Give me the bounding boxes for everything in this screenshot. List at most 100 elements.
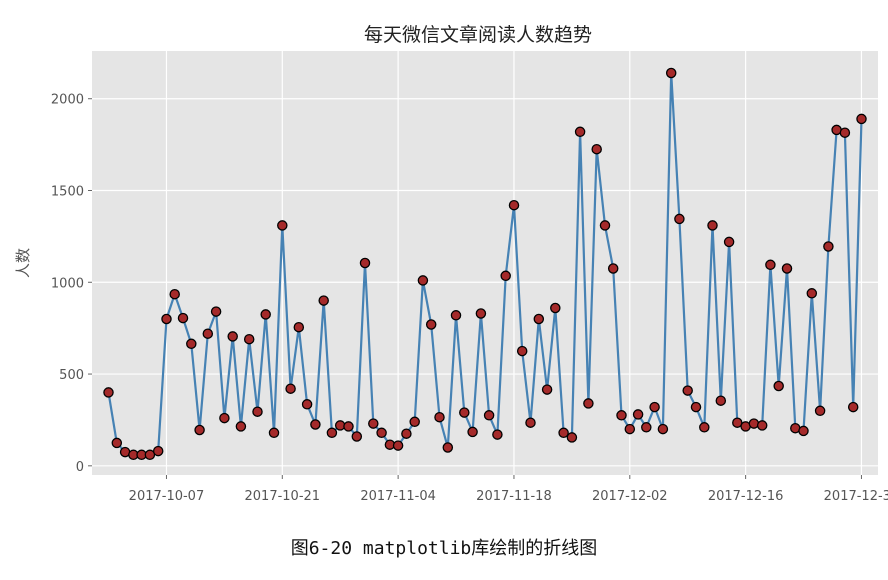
data-point xyxy=(459,407,470,418)
data-point xyxy=(773,380,784,392)
data-point xyxy=(111,437,123,449)
data-point xyxy=(376,427,387,439)
y-tick-label: 500 xyxy=(59,368,84,383)
data-point xyxy=(202,328,214,339)
data-point xyxy=(417,275,429,286)
data-point xyxy=(368,418,379,429)
data-point xyxy=(434,411,445,423)
data-point xyxy=(442,442,454,453)
data-point xyxy=(161,313,172,325)
data-point xyxy=(715,395,727,406)
data-point xyxy=(252,406,263,417)
data-markers xyxy=(103,67,867,461)
data-point xyxy=(401,428,412,439)
data-point xyxy=(483,410,495,421)
data-point xyxy=(723,236,735,248)
y-tick-label: 2000 xyxy=(51,93,84,108)
x-tick-label: 2017-12-16 xyxy=(708,489,784,504)
data-point xyxy=(351,431,363,442)
figure-caption: 图6-20 matplotlib库绘制的折线图 xyxy=(290,538,598,559)
data-point xyxy=(285,383,296,394)
y-tick-label: 1000 xyxy=(51,276,84,291)
data-point xyxy=(607,263,619,274)
data-point xyxy=(310,419,321,430)
data-point xyxy=(674,213,685,225)
data-point xyxy=(186,338,197,350)
data-point xyxy=(392,440,404,451)
data-point xyxy=(533,313,545,325)
data-point xyxy=(516,345,528,357)
data-point xyxy=(210,306,222,317)
data-point xyxy=(839,127,851,138)
data-point xyxy=(591,143,602,155)
data-point xyxy=(806,288,818,299)
data-point xyxy=(103,387,114,398)
x-tick-label: 2017-11-18 xyxy=(476,489,552,504)
data-point xyxy=(823,241,834,252)
data-point xyxy=(756,420,768,431)
x-tick-label: 2017-12-02 xyxy=(592,489,668,504)
y-tick-labels: 0 500 1000 1500 2000 xyxy=(51,93,92,475)
data-point xyxy=(467,426,478,438)
chart-title: 每天微信文章阅读人数趋势 xyxy=(364,24,592,46)
data-point xyxy=(318,295,329,306)
data-point xyxy=(301,399,313,410)
data-point xyxy=(194,424,205,436)
data-point xyxy=(566,432,578,443)
x-tick-label: 2017-10-21 xyxy=(245,489,321,504)
data-point xyxy=(632,409,644,420)
data-point xyxy=(765,259,776,271)
data-point xyxy=(293,321,305,333)
data-point xyxy=(649,401,660,413)
y-tick-label: 1500 xyxy=(51,184,84,199)
data-point xyxy=(343,421,354,432)
data-point xyxy=(682,385,693,396)
data-point xyxy=(169,288,180,300)
data-point xyxy=(359,257,371,269)
y-tick-label: 0 xyxy=(76,460,84,475)
data-point xyxy=(541,384,553,395)
data-point xyxy=(268,427,280,439)
data-point xyxy=(425,319,437,330)
data-point xyxy=(558,427,569,439)
data-point xyxy=(781,263,793,274)
x-tick-label: 2017-12-30 xyxy=(824,489,888,504)
x-tick-label: 2017-10-07 xyxy=(129,489,205,504)
x-tick-label: 2017-11-04 xyxy=(360,489,436,504)
series-line xyxy=(107,71,863,456)
data-point xyxy=(624,423,636,435)
data-point xyxy=(152,445,164,457)
x-tick-labels: 2017-10-07 2017-10-21 2017-11-04 2017-11-18… xyxy=(129,475,888,504)
data-point xyxy=(699,422,710,433)
data-point xyxy=(748,418,760,429)
data-point xyxy=(500,270,511,282)
line-chart: 每天微信文章阅读人数趋势 0 500 1000 1500 2000 2017-10-07… xyxy=(14,24,888,504)
data-point xyxy=(450,310,462,321)
data-point xyxy=(641,422,652,433)
data-point xyxy=(409,416,420,428)
y-axis-label: 人数 xyxy=(14,248,32,278)
data-point xyxy=(177,312,189,324)
plot-area xyxy=(92,51,878,475)
data-point xyxy=(508,199,520,211)
data-point xyxy=(690,401,702,413)
data-point xyxy=(235,421,247,432)
data-point xyxy=(260,309,271,320)
data-point xyxy=(657,423,669,435)
data-point xyxy=(525,417,536,428)
data-point xyxy=(550,302,561,314)
data-point xyxy=(219,412,230,424)
data-point xyxy=(277,220,288,231)
data-point xyxy=(616,410,627,421)
data-point xyxy=(707,220,718,231)
data-point xyxy=(798,425,809,437)
data-point xyxy=(492,429,503,440)
data-point xyxy=(599,220,611,231)
data-point xyxy=(574,126,586,138)
data-point xyxy=(665,67,677,79)
data-point xyxy=(475,308,487,319)
data-point xyxy=(814,405,826,417)
data-point xyxy=(326,427,338,439)
data-point xyxy=(856,113,867,125)
data-point xyxy=(243,333,255,345)
